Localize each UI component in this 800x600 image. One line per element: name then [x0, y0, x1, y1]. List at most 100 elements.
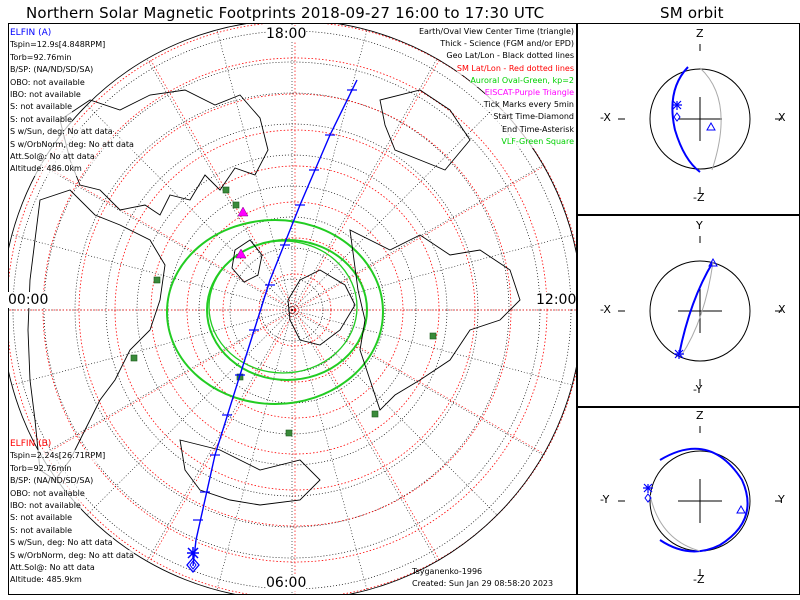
vlf-square: [130, 354, 138, 362]
orbit-path: [659, 447, 749, 553]
geo-meridian: [40, 309, 293, 456]
sm-meridian: [43, 309, 296, 456]
sm-meridian: [294, 58, 441, 311]
geo-lat-circle: [229, 247, 355, 373]
elfin-info-line: OBO: not available: [10, 76, 85, 90]
geo-meridian: [291, 309, 438, 562]
elfin-name: ELFIN (A): [10, 28, 52, 38]
elfin-info-line: IBO: not available: [10, 89, 81, 102]
orbit-end-asterisk: [643, 483, 653, 493]
orbit-axis-label: Z: [696, 27, 704, 40]
coastline: [59, 89, 269, 216]
sm-meridian: [149, 309, 296, 562]
orbit-axis-label: Y: [696, 219, 703, 232]
legend-item: Thick - Science (FGM and/or EPD): [440, 38, 574, 51]
elfin-info-line: Altitude: 486.0km: [10, 163, 82, 176]
orbit-start-diamond: [673, 112, 681, 122]
sm-lat-circle: [186, 201, 404, 419]
elfin-info-line: Att.Sol@: No att data: [10, 562, 95, 575]
start-diamond: [189, 560, 197, 570]
legend-item: Start Time-Diamond: [493, 111, 574, 124]
elfin-info-line: Tspin=12.9s[4.848RPM]: [10, 39, 106, 52]
vlf-square: [153, 276, 161, 284]
orbit-axis-label: -Y: [600, 493, 610, 506]
elfin-info-line: S: not available: [10, 113, 73, 127]
sm-meridian: [149, 58, 296, 311]
orbit-path: [671, 66, 701, 173]
vlf-square: [371, 410, 379, 418]
geo-meridian: [291, 309, 573, 386]
earth-circle: [649, 68, 751, 170]
legend-item: End Time-Asterisk: [501, 123, 574, 137]
orbit-axis-label: -Z: [693, 191, 705, 204]
orbit-path-shadow: [699, 67, 722, 171]
elfin-info-line: Tspin=2.24s[26.71RPM]: [10, 450, 106, 463]
coastline: [349, 229, 521, 411]
elfin-info-line: Altitude: 485.9km: [10, 574, 82, 587]
geo-meridian: [146, 58, 293, 311]
geo-meridian: [291, 29, 368, 311]
elfin-info-line: S: not available: [10, 512, 73, 525]
orbit-end-asterisk: [672, 100, 682, 110]
geo-meridian: [291, 309, 368, 591]
orbit-path: [678, 261, 714, 356]
orbit-axis-label: -Y: [693, 383, 703, 396]
sm-lat-circle: [78, 93, 512, 527]
sm-meridian: [43, 164, 296, 311]
orbit-axis-label: X: [778, 111, 786, 124]
elfin-info-line: S w/Sun, deg: No att data: [10, 537, 113, 550]
orbit-triangle: [708, 257, 718, 267]
elfin-info-line: S w/OrbNorm, deg: No att data: [10, 138, 134, 152]
elfin-info-line: IBO: not available: [10, 500, 81, 513]
hour-label-left: 00:00: [8, 292, 49, 308]
elfin-name: ELFIN (B): [10, 439, 52, 449]
geo-meridian: [11, 234, 293, 311]
map-panel: [8, 23, 577, 595]
orbit-start-diamond: [644, 493, 652, 503]
orbit-end-asterisk: [674, 349, 684, 359]
vlf-square: [429, 332, 437, 340]
sm-meridian: [294, 164, 547, 311]
orbit-axis-label: -X: [600, 303, 611, 316]
elfin-info-line: Att.Sol@: No att data: [10, 151, 95, 164]
legend-item: Auroral Oval-Green, kp=2: [470, 74, 574, 88]
hour-label-bottom: 06:00: [266, 575, 307, 591]
end-asterisk: [187, 547, 199, 559]
elfin-info-line: OBO: not available: [10, 487, 85, 501]
geo-meridian: [86, 104, 293, 311]
elfin-info-line: B/SP: (NA/ND/SD/SA): [10, 64, 94, 77]
orbit-axis-label: -Z: [693, 573, 705, 586]
orbit-axis-label: X: [778, 303, 786, 316]
orbit-path-shadow: [680, 261, 714, 357]
geo-meridian: [291, 234, 573, 311]
geo-meridian: [291, 164, 544, 311]
elfin-a-track: [192, 79, 358, 567]
vlf-square: [232, 201, 240, 209]
chart-title: Northern Solar Magnetic Footprints 2018-…: [26, 4, 545, 22]
coastline: [231, 239, 263, 283]
geo-meridian: [40, 164, 293, 311]
start-diamond: [186, 557, 200, 573]
orbit-axis-label: Z: [696, 409, 704, 422]
geo-meridian: [291, 309, 544, 456]
vlf-square: [285, 429, 293, 437]
auroral-oval: [206, 239, 368, 381]
hour-label-top: 18:00: [266, 26, 307, 42]
sm-meridian: [294, 309, 441, 562]
coastline: [287, 269, 356, 346]
geo-meridian: [11, 309, 293, 386]
model-label: Tsyganenko-1996: [412, 567, 483, 576]
hour-label-right: 12:00: [536, 292, 577, 308]
orbit-triangle: [706, 121, 716, 131]
eiscat-triangle: [235, 248, 247, 259]
geo-meridian: [291, 58, 438, 311]
legend-item: EISCAT-Purple Triangle: [484, 87, 574, 100]
orbit-axis-label: -X: [600, 111, 611, 124]
elfin-info-line: Torb=92.76min: [10, 51, 72, 65]
legend-item: SM Lat/Lon - Red dotted lines: [456, 62, 574, 76]
geo-meridian: [291, 104, 498, 311]
orbit-axis-label: Y: [778, 493, 785, 506]
elfin-info-line: S: not available: [10, 524, 73, 538]
legend-item: Geo Lat/Lon - Black dotted lines: [446, 50, 574, 63]
geo-meridian: [216, 309, 293, 591]
